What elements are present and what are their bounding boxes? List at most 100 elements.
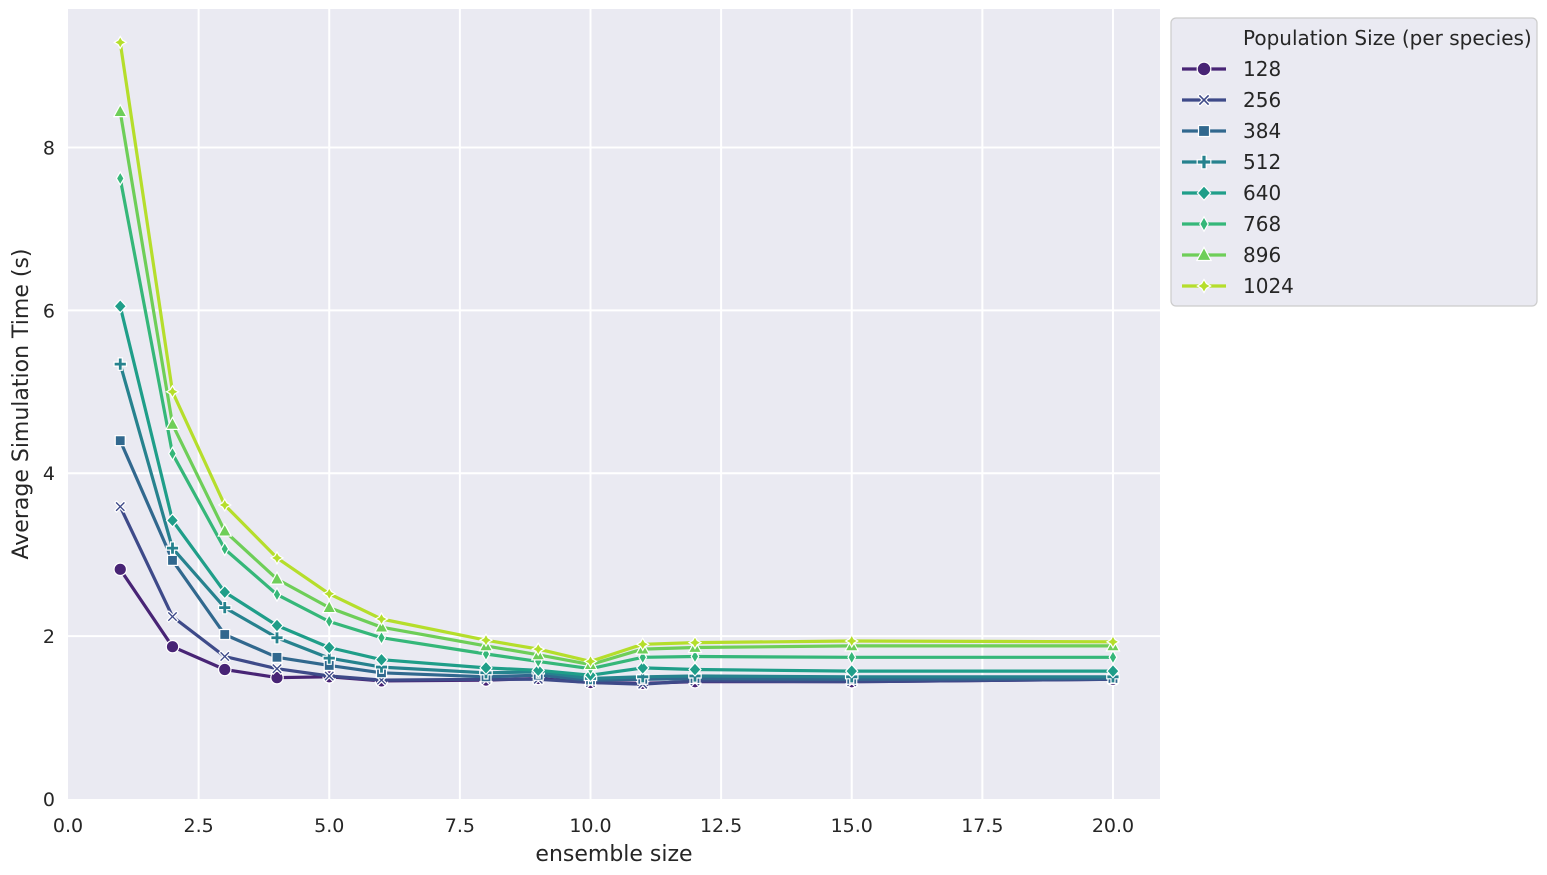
plot-background xyxy=(68,9,1160,799)
marker-point xyxy=(271,651,283,663)
marker-point xyxy=(113,500,127,513)
marker-point xyxy=(690,648,700,665)
marker-point xyxy=(321,599,337,614)
y-tick-label: 6 xyxy=(43,300,55,322)
marker-point xyxy=(270,662,284,676)
marker-point xyxy=(1108,649,1118,665)
series-1024 xyxy=(113,35,1121,669)
series-layer xyxy=(112,35,1121,691)
marker-point xyxy=(165,384,180,399)
marker-point xyxy=(166,610,179,623)
marker-point xyxy=(217,662,232,677)
legend-label: 896 xyxy=(1243,243,1281,267)
y-tick-label: 4 xyxy=(43,463,55,485)
x-tick-label: 10.0 xyxy=(569,815,611,837)
marker-point xyxy=(114,435,126,447)
legend-box xyxy=(1170,17,1538,307)
marker-point xyxy=(1196,61,1212,77)
marker-point xyxy=(165,639,180,654)
marker-point xyxy=(374,652,389,668)
legend-label: 768 xyxy=(1243,212,1281,236)
marker-point xyxy=(322,669,336,683)
x-tick-label: 7.5 xyxy=(445,815,475,837)
legend-label: 384 xyxy=(1243,119,1281,143)
marker-point xyxy=(635,670,650,684)
marker-point xyxy=(1105,634,1121,650)
marker-point xyxy=(168,445,177,462)
legend-label: 128 xyxy=(1243,57,1281,81)
x-tick-label: 15.0 xyxy=(831,815,873,837)
marker-point xyxy=(217,584,232,600)
x-tick-label: 12.5 xyxy=(700,815,742,837)
legend-item-640: 640 xyxy=(1182,181,1281,205)
marker-point xyxy=(165,541,180,555)
legend-item-512: 512 xyxy=(1182,150,1281,174)
marker-point xyxy=(272,586,282,603)
marker-point xyxy=(1195,246,1213,262)
marker-point xyxy=(1196,184,1212,202)
marker-point xyxy=(847,649,857,665)
marker-point xyxy=(269,570,285,585)
legend-item-896: 896 xyxy=(1182,243,1281,267)
marker-point xyxy=(635,660,650,676)
marker-point xyxy=(270,618,284,633)
marker-point xyxy=(165,513,180,528)
tick-labels: 0.0 2.5 5.0 7.5 10.0 12.5 15.0 17.5 20.0 0 2 4 6 8 xyxy=(43,137,1134,837)
x-tick-label: 20.0 xyxy=(1092,815,1134,837)
marker-point xyxy=(1197,93,1211,107)
marker-point xyxy=(376,630,386,646)
marker-point xyxy=(270,670,284,685)
marker-point xyxy=(112,103,128,118)
marker-point xyxy=(220,541,230,557)
marker-point xyxy=(113,357,128,371)
marker-point xyxy=(113,298,128,314)
legend-label: 640 xyxy=(1243,181,1281,205)
x-axis-label: ensemble size xyxy=(535,842,692,867)
y-tick-label: 0 xyxy=(43,789,55,811)
legend-label: 512 xyxy=(1243,150,1281,174)
x-tick-label: 0.0 xyxy=(53,815,83,837)
marker-point xyxy=(688,662,702,677)
marker-point xyxy=(1196,154,1212,170)
x-tick-label: 2.5 xyxy=(184,815,214,837)
marker-point xyxy=(324,613,334,630)
marker-point xyxy=(1197,124,1211,138)
marker-point xyxy=(635,637,650,652)
legend-item-1024: 1024 xyxy=(1182,274,1294,298)
marker-point xyxy=(583,654,598,669)
marker-point xyxy=(217,522,233,537)
marker-point xyxy=(164,416,181,430)
marker-point xyxy=(166,554,179,566)
legend-label: 256 xyxy=(1243,88,1281,112)
marker-point xyxy=(1196,278,1212,294)
legend-label: 1024 xyxy=(1243,274,1294,298)
marker-point xyxy=(844,633,859,649)
marker-point xyxy=(269,550,285,566)
series-640 xyxy=(113,298,1120,683)
legend-item-128: 128 xyxy=(1182,57,1281,81)
marker-point xyxy=(115,170,125,187)
x-tick-label: 17.5 xyxy=(961,815,1003,837)
legend-item-384: 384 xyxy=(1182,119,1281,143)
marker-point xyxy=(217,600,232,615)
y-tick-label: 2 xyxy=(43,626,55,648)
marker-point xyxy=(219,628,231,641)
marker-point xyxy=(322,640,337,655)
legend: Population Size (per species) 128 256 384 5… xyxy=(1170,17,1538,307)
marker-point xyxy=(217,497,232,513)
marker-point xyxy=(218,650,232,663)
marker-point xyxy=(1199,215,1209,233)
marker-point xyxy=(478,632,494,648)
marker-point xyxy=(844,663,859,679)
grid xyxy=(68,9,1160,799)
marker-point xyxy=(1106,663,1120,679)
marker-point xyxy=(322,586,337,601)
marker-point xyxy=(113,35,128,50)
y-tick-label: 8 xyxy=(43,137,55,159)
marker-point xyxy=(270,630,284,645)
marker-point xyxy=(479,660,493,676)
marker-point xyxy=(374,611,389,627)
marker-point xyxy=(113,562,128,577)
legend-item-256: 256 xyxy=(1182,88,1281,112)
